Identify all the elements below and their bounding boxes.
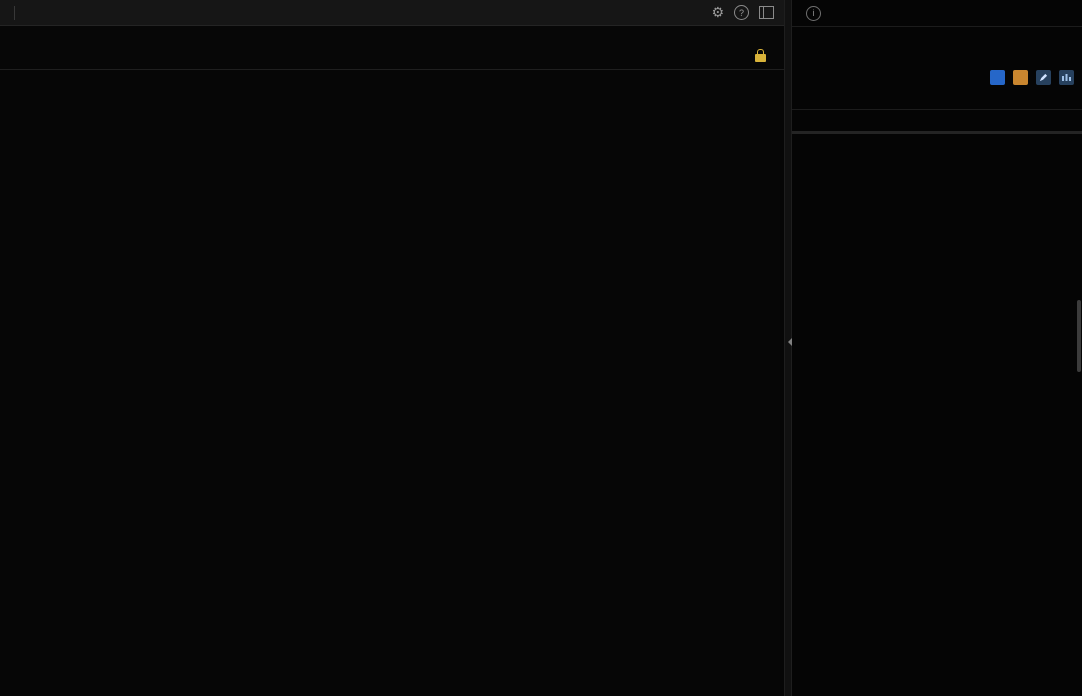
- settings-gear-icon[interactable]: ⚙: [711, 4, 724, 21]
- market-info-row: [792, 67, 1082, 87]
- toolbar-icons: ⚙ ?: [711, 4, 778, 21]
- quote-infobar: [0, 26, 784, 48]
- chart-pane: ⚙ ?: [0, 0, 784, 696]
- collapse-arrow-icon: [784, 338, 792, 346]
- order-imbalance-row: [792, 110, 1082, 131]
- panel-header: i: [792, 0, 1082, 27]
- stats-divider: [792, 132, 1082, 133]
- lock-icon[interactable]: [755, 49, 766, 63]
- help-icon[interactable]: ?: [734, 5, 749, 21]
- edit-icon[interactable]: [1036, 69, 1051, 85]
- chart-toolbar: ⚙ ?: [0, 0, 784, 27]
- toolbar-separator: [14, 5, 15, 20]
- panel-collapse-handle[interactable]: [784, 0, 792, 696]
- rong-badge[interactable]: [1013, 69, 1028, 85]
- kline-chart[interactable]: [0, 70, 784, 696]
- orderbook-divider: [792, 131, 1082, 132]
- ma-bar: [0, 47, 784, 70]
- price-block: [792, 27, 1082, 67]
- ticks-divider: [792, 133, 1082, 134]
- layout-icon[interactable]: [759, 6, 774, 20]
- quote-panel: i: [792, 0, 1082, 696]
- kline-mini-icon[interactable]: [1059, 69, 1074, 85]
- chart-area[interactable]: [0, 70, 784, 696]
- panel-scrollbar[interactable]: [1077, 300, 1081, 372]
- info-icon[interactable]: i: [806, 5, 821, 21]
- tong-badge[interactable]: [990, 69, 1005, 85]
- nav-row: [792, 87, 1082, 110]
